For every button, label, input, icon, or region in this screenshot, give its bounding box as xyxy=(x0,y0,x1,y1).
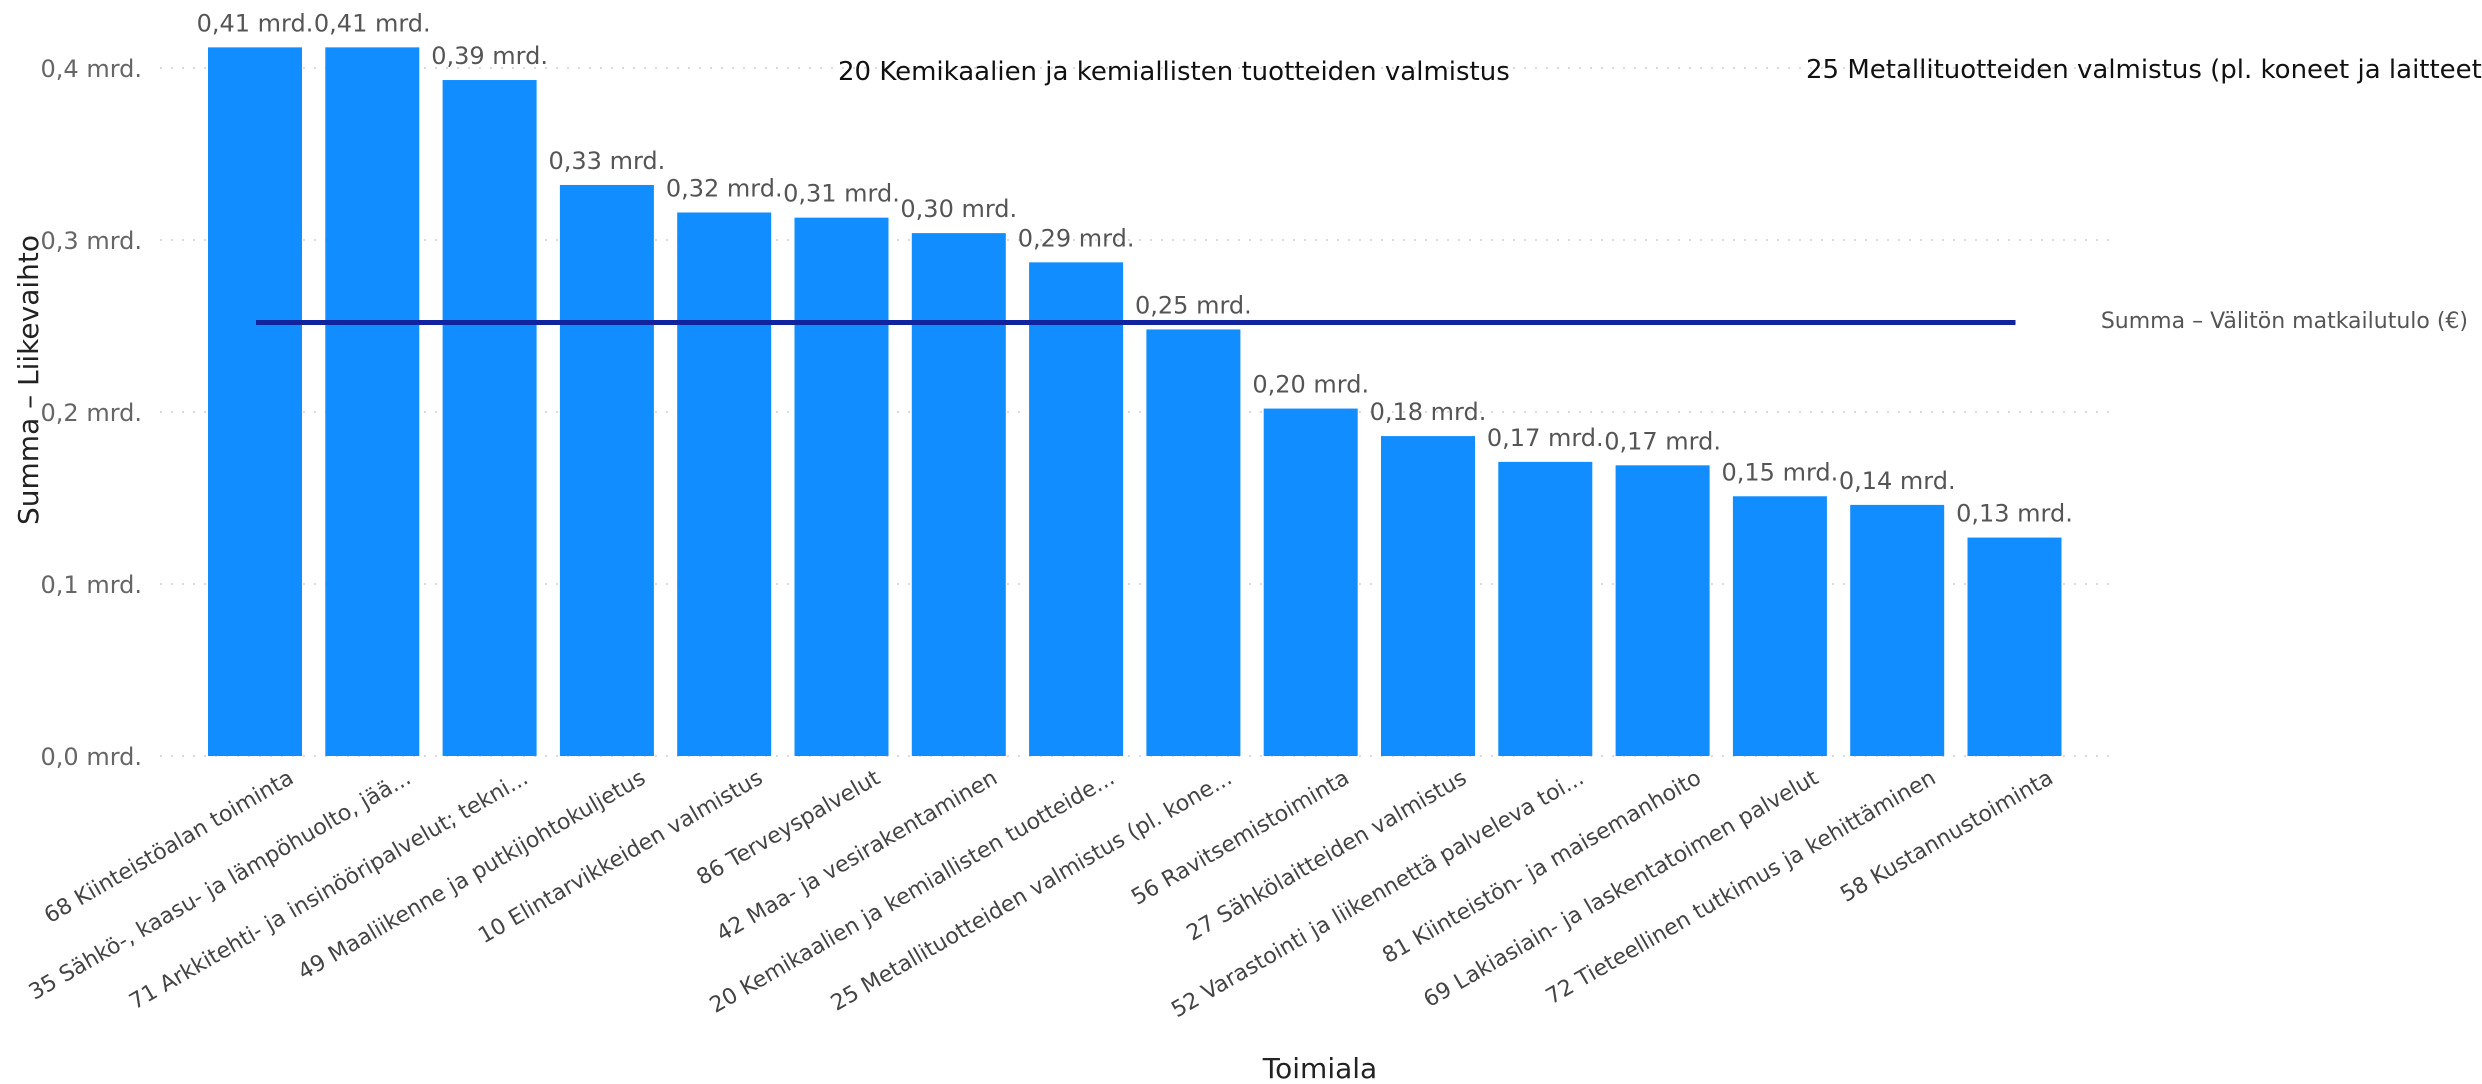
x-category-label: 56 Ravitsemistoiminta xyxy=(1127,766,1353,911)
data-label: 0,13 mrd. xyxy=(1956,500,2073,528)
bar[interactable] xyxy=(1732,496,1827,756)
data-label: 0,14 mrd. xyxy=(1839,467,1956,495)
x-category-label: 20 Kemikaalien ja kemiallisten tuotteide… xyxy=(706,766,1119,1019)
bar[interactable] xyxy=(559,184,654,756)
y-tick-label: 0,4 mrd. xyxy=(41,55,142,83)
data-label: 0,41 mrd. xyxy=(197,9,314,37)
data-labels: 0,41 mrd. 0,41 mrd.0,39 mrd.0,33 mrd.0,32… xyxy=(197,9,2073,527)
data-label: 0,20 mrd. xyxy=(1252,371,1369,399)
bar[interactable] xyxy=(208,47,302,757)
tooltip-header-chemicals: 20 Kemikaalien ja kemiallisten tuotteide… xyxy=(838,57,1510,87)
bar[interactable] xyxy=(1381,436,1475,756)
bar[interactable] xyxy=(1498,461,1593,756)
data-label: 0,41 mrd. xyxy=(314,9,431,37)
y-axis-ticks: 0,0 mrd. 0,1 mrd. 0,2 mrd. 0,3 mrd. 0,4 mrd. xyxy=(41,55,142,771)
data-label: 0,32 mrd. xyxy=(666,174,783,202)
line-series-label: Summa – Välitön matkailutulo (€) xyxy=(2101,309,2468,334)
x-axis-title: Toimiala xyxy=(1262,1052,1377,1084)
data-label: 0,33 mrd. xyxy=(549,147,666,175)
bars xyxy=(208,47,2062,757)
bar[interactable] xyxy=(325,47,420,757)
bar[interactable] xyxy=(1967,537,2062,756)
bar[interactable] xyxy=(1850,504,1945,756)
bar[interactable] xyxy=(677,212,772,757)
data-label: 0,18 mrd. xyxy=(1370,398,1487,426)
y-tick-label: 0,2 mrd. xyxy=(41,399,142,427)
data-label: 0,17 mrd. xyxy=(1487,424,1604,452)
bar[interactable] xyxy=(1263,408,1358,756)
data-label: 0,25 mrd. xyxy=(1135,291,1252,319)
y-tick-label: 0,1 mrd. xyxy=(41,571,142,599)
bar[interactable] xyxy=(1615,465,1710,756)
data-label: 0,30 mrd. xyxy=(900,195,1017,223)
x-category-label: 52 Varastointi ja liikennettä palveleva … xyxy=(1167,766,1588,1023)
data-label: 0,31 mrd. xyxy=(783,180,900,208)
y-axis-title: Summa – Liikevaihto xyxy=(12,235,45,525)
tooltip-header-metal-products: 25 Metallituotteiden valmistus (pl. kone… xyxy=(1806,55,2482,85)
data-label: 0,39 mrd. xyxy=(431,42,548,70)
bar[interactable] xyxy=(442,80,537,757)
bar[interactable] xyxy=(794,217,889,756)
bar[interactable] xyxy=(1146,329,1241,756)
data-label: 0,15 mrd. xyxy=(1722,458,1839,486)
data-label: 0,17 mrd. xyxy=(1604,427,1721,455)
y-tick-label: 0,0 mrd. xyxy=(41,743,142,771)
bar[interactable] xyxy=(911,233,1006,756)
data-label: 0,29 mrd. xyxy=(1018,224,1135,252)
bar[interactable] xyxy=(1029,262,1124,756)
y-tick-label: 0,3 mrd. xyxy=(41,227,142,255)
x-category-label: 58 Kustannustoiminta xyxy=(1836,766,2057,908)
